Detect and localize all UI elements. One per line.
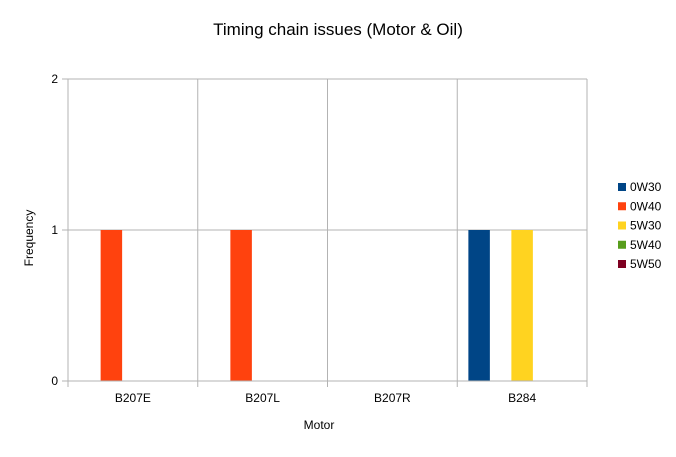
bar-0w40-b207e — [100, 230, 123, 381]
y-axis-title: Frequency — [22, 210, 36, 267]
x-tick-label: B207R — [374, 391, 411, 405]
legend-swatch-5w50 — [618, 260, 626, 268]
legend-label-5w30: 5W30 — [630, 219, 662, 233]
legend-swatch-0w30 — [618, 183, 626, 191]
y-tick-label: 2 — [51, 72, 58, 86]
bar-0w30-b284 — [468, 230, 490, 381]
legend-label-0w30: 0W30 — [630, 180, 662, 194]
grid — [67, 78, 588, 387]
bar-5w30-b284 — [511, 230, 533, 381]
bars — [100, 230, 533, 381]
bar-0w40-b207l — [230, 230, 252, 381]
y-tick-label: 1 — [51, 223, 58, 237]
chart-title: Timing chain issues (Motor & Oil) — [213, 20, 463, 39]
legend-label-0w40: 0W40 — [630, 199, 662, 213]
x-tick-label: B207L — [245, 391, 280, 405]
legend-swatch-0w40 — [618, 202, 626, 211]
y-tick-label: 0 — [51, 374, 58, 388]
x-tick-label: B284 — [508, 391, 536, 405]
x-tick-label: B207E — [115, 391, 151, 405]
legend-swatch-5w40 — [618, 240, 626, 249]
x-axis-title: Motor — [304, 418, 335, 432]
legend-swatch-5w30 — [618, 221, 626, 230]
legend-label-5w40: 5W40 — [630, 238, 662, 252]
legend-label-5w50: 5W50 — [630, 257, 662, 271]
axes: 0 1 2 B207E B207L B207R B284 — [51, 72, 587, 405]
legend: 0W30 0W40 5W30 5W40 5W50 — [618, 180, 662, 271]
